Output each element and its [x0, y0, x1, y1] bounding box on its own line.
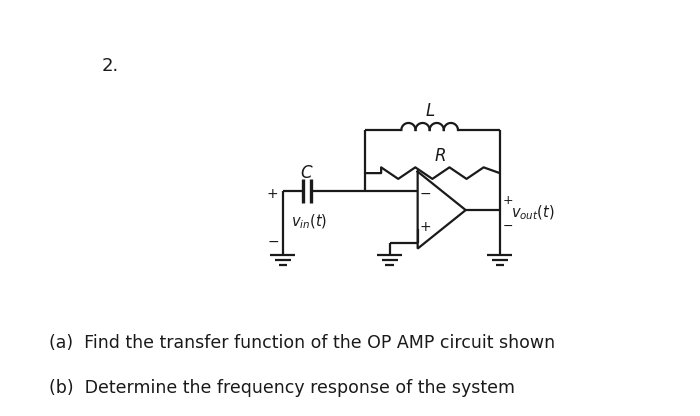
Text: $R$: $R$	[434, 149, 446, 166]
Text: +: +	[502, 193, 513, 207]
Text: $-$: $-$	[267, 234, 279, 248]
Text: $-$: $-$	[502, 219, 513, 232]
Text: (a)  Find the transfer function of the OP AMP circuit shown: (a) Find the transfer function of the OP…	[49, 334, 555, 352]
Text: $+$: $+$	[419, 220, 430, 234]
Text: $v_{out}(t)$: $v_{out}(t)$	[512, 204, 555, 223]
Text: (b)  Determine the frequency response of the system: (b) Determine the frequency response of …	[49, 379, 515, 397]
Text: $C$: $C$	[300, 165, 314, 182]
Text: $L$: $L$	[424, 103, 435, 120]
Text: +: +	[267, 187, 279, 201]
Text: $-$: $-$	[419, 186, 430, 200]
Text: $v_{in}(t)$: $v_{in}(t)$	[290, 213, 327, 231]
Text: 2.: 2.	[102, 57, 119, 75]
